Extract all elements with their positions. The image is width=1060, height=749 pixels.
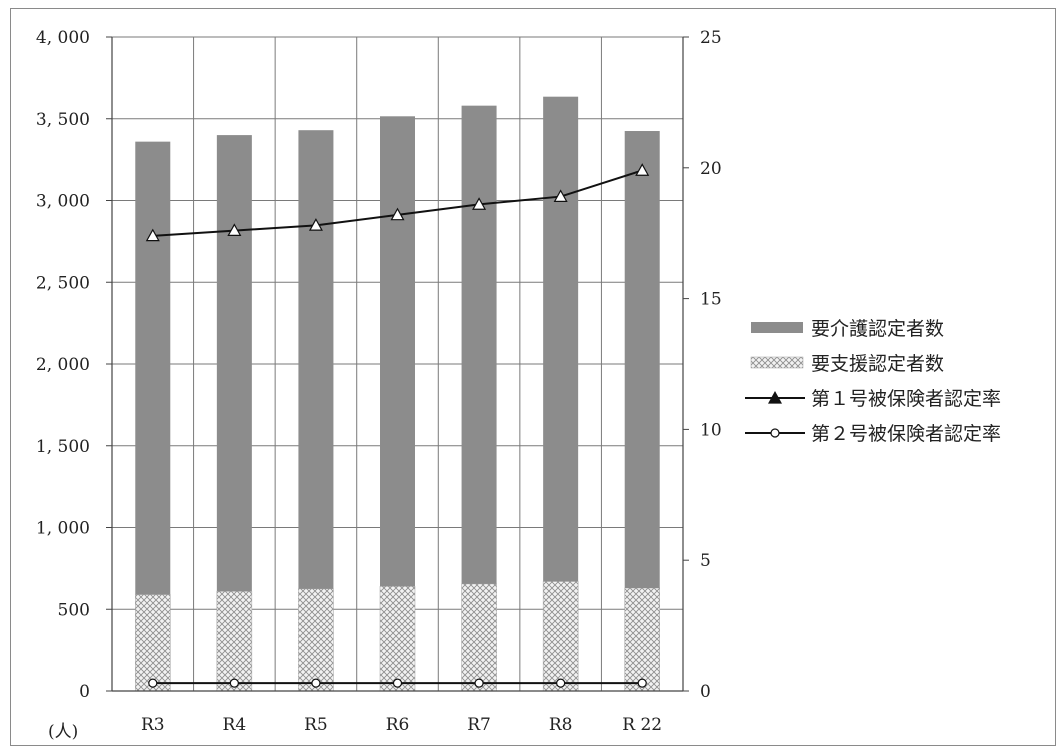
y-right-tick-label: 25: [700, 28, 722, 48]
x-tick-label: R7: [467, 715, 491, 735]
bar-segment-support: [135, 594, 171, 692]
bar-segment-care: [216, 135, 252, 592]
y-left-tick-label: 2, 500: [36, 273, 90, 293]
legend-swatch-care: [751, 322, 803, 333]
x-tick-label: R4: [223, 715, 247, 735]
y-left-tick-label: 4, 000: [36, 28, 90, 48]
triangle-marker: [308, 218, 323, 231]
y-right-tick-label: 5: [700, 551, 711, 571]
y-left-tick-label: 0: [79, 682, 90, 702]
bar-segment-care: [461, 105, 497, 584]
lines-layer: [145, 163, 650, 688]
legend-label: 要介護認定者数: [811, 318, 944, 340]
y-right-tick-label: 15: [700, 290, 722, 310]
axes-layer: 0 500 1, 000 1, 500 2, 000 2, 500 3, 000 3, 500…: [36, 28, 722, 742]
y-left-tick-label: 1, 000: [36, 519, 90, 539]
y-left-tick-label: 2, 000: [36, 355, 90, 375]
y-left-tick-label: 3, 500: [36, 110, 90, 130]
triangle-marker: [390, 207, 405, 221]
bar-segment-care: [624, 131, 660, 588]
legend-label: 第１号被保険者認定率: [811, 388, 1001, 410]
triangle-marker: [472, 197, 487, 210]
x-tick-label: R 22: [622, 715, 662, 735]
legend-circle-marker: [770, 428, 780, 438]
y-right-tick-label: 10: [700, 420, 722, 440]
triangle-marker: [553, 189, 568, 202]
legend-swatch-support: [750, 356, 804, 369]
bars-layer: [135, 96, 660, 692]
y-unit-label: (人): [48, 722, 78, 742]
circle-marker: [474, 678, 484, 688]
circle-marker: [148, 678, 158, 688]
bar-segment-support: [542, 581, 579, 692]
bar-segment-support: [461, 583, 497, 692]
legend-triangle-marker: [768, 391, 782, 404]
circle-marker: [392, 678, 403, 688]
x-tick-label: R3: [141, 715, 165, 735]
bar-segment-care: [135, 141, 171, 595]
triangle-marker: [145, 228, 160, 242]
triangle-marker: [227, 223, 242, 236]
circle-marker: [556, 678, 566, 688]
bar-segment-care: [543, 96, 579, 582]
bar-segment-support: [298, 588, 334, 692]
circle-marker: [637, 678, 647, 688]
bar-segment-support: [216, 591, 253, 692]
chart-frame: [10, 8, 1056, 746]
y-right-tick-label: 0: [700, 682, 711, 702]
bar-segment-care: [298, 130, 334, 589]
y-right-tick-label: 20: [700, 159, 722, 179]
circle-marker: [311, 678, 321, 688]
y-left-tick-label: 1, 500: [36, 437, 90, 457]
triangle-marker: [635, 163, 650, 176]
x-tick-label: R8: [549, 715, 573, 735]
bar-segment-support: [379, 586, 416, 692]
circle-marker: [229, 678, 239, 688]
legend-label: 第２号被保険者認定率: [811, 423, 1001, 445]
y-left-tick-label: 3, 000: [36, 192, 90, 212]
bar-segment-support: [624, 587, 660, 692]
bar-segment-care: [380, 116, 415, 587]
x-tick-label: R6: [386, 715, 410, 735]
x-tick-label: R5: [304, 715, 328, 735]
legend-label: 要支援認定者数: [811, 353, 944, 375]
y-left-tick-label: 500: [58, 600, 90, 620]
